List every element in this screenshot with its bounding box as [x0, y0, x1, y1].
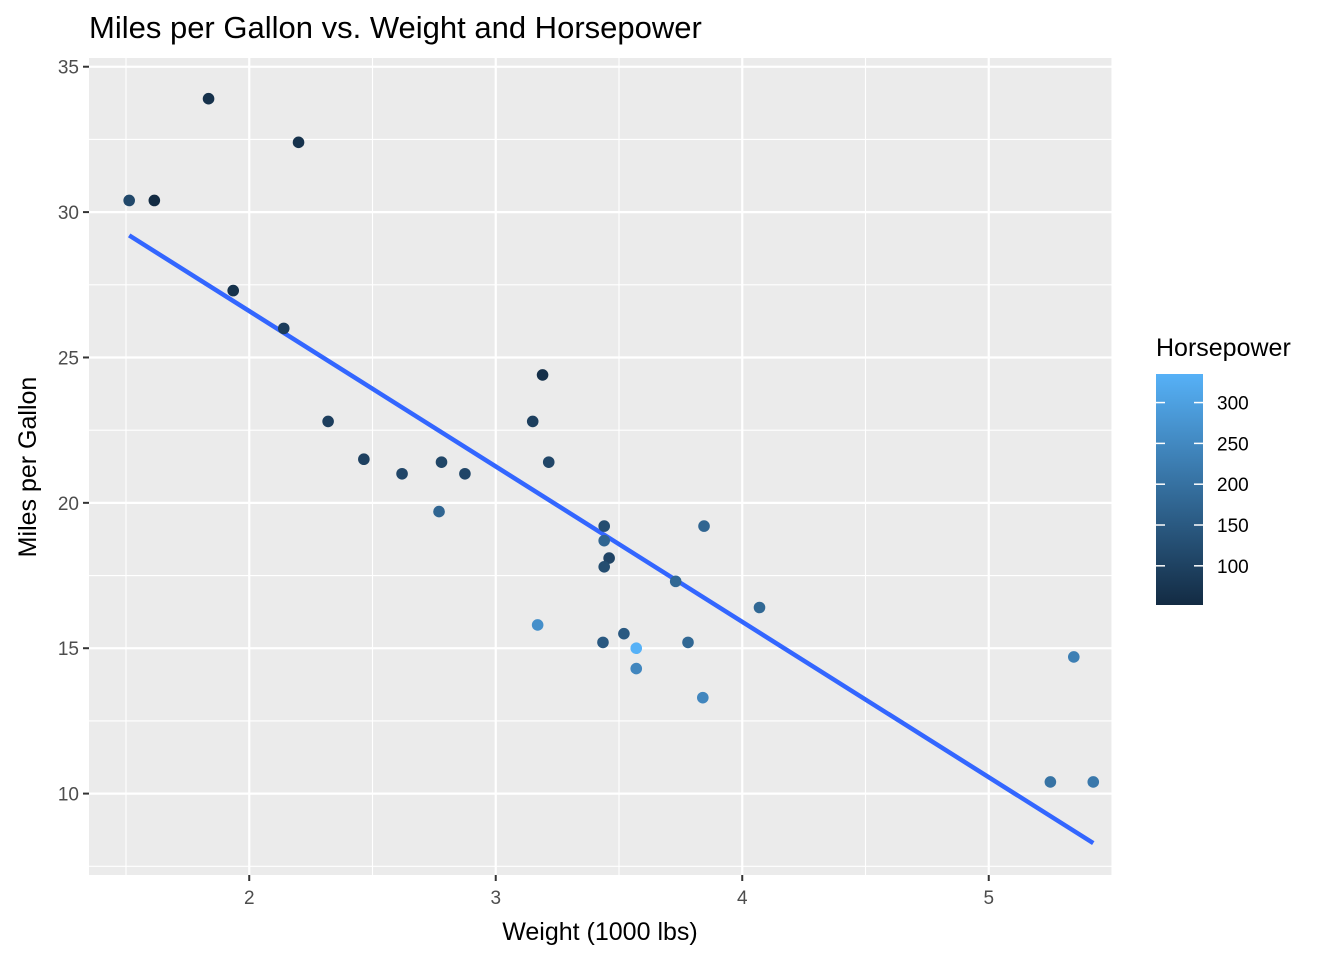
data-point: [1044, 776, 1057, 788]
data-point: [698, 520, 710, 532]
colorbar-label: 200: [1217, 475, 1249, 496]
y-tick-label: 10: [58, 785, 79, 806]
x-tick-label: 3: [490, 888, 501, 909]
data-point: [1087, 776, 1100, 788]
x-tick-label: 2: [244, 888, 255, 909]
data-point: [433, 505, 445, 518]
points-layer: [123, 92, 1100, 788]
chart-title: Miles per Gallon vs. Weight and Horsepow…: [89, 10, 702, 45]
data-point: [603, 552, 615, 564]
data-point: [1067, 651, 1080, 663]
data-point: [292, 136, 305, 149]
data-point: [358, 453, 370, 466]
data-point: [123, 194, 135, 207]
y-axis-title: Miles per Gallon: [14, 377, 42, 558]
colorbar-label: 150: [1217, 516, 1249, 537]
colorbar-label: 250: [1217, 434, 1249, 455]
data-point: [227, 284, 240, 297]
data-point: [682, 636, 694, 649]
y-tick-label: 15: [58, 639, 79, 660]
data-point: [202, 92, 215, 105]
data-point: [630, 642, 643, 655]
data-point: [597, 636, 609, 649]
data-point: [669, 575, 682, 588]
data-point: [630, 662, 643, 675]
minor-grid: [89, 58, 1113, 875]
data-point: [753, 601, 766, 614]
data-point: [435, 456, 448, 468]
trend-line: [127, 233, 1095, 846]
x-axis: 2 3 4 5: [244, 875, 994, 909]
colorbar-label: 100: [1217, 557, 1249, 578]
data-point: [598, 561, 610, 573]
x-tick-label: 5: [983, 888, 994, 909]
legend: Horsepower 100 150 200 250 300: [1156, 334, 1291, 605]
data-point: [277, 322, 290, 335]
data-point: [542, 456, 555, 468]
y-tick-label: 20: [58, 494, 79, 515]
data-point: [536, 369, 549, 381]
legend-title: Horsepower: [1156, 334, 1291, 362]
data-point: [396, 467, 408, 480]
data-point: [459, 467, 471, 480]
colorbar-ticks: 100 150 200 250 300: [1156, 394, 1249, 578]
data-point: [598, 534, 610, 547]
trend-layer: [127, 233, 1095, 846]
y-tick-label: 25: [58, 348, 79, 369]
data-point: [697, 691, 709, 704]
x-axis-title: Weight (1000 lbs): [502, 918, 697, 946]
data-point: [531, 619, 544, 631]
data-point: [148, 194, 161, 207]
y-axis: 10 15 20 25 30 35: [58, 58, 89, 806]
data-point: [322, 415, 334, 428]
data-point: [618, 627, 630, 640]
y-tick-label: 30: [58, 203, 79, 224]
plot-panel: [89, 58, 1112, 875]
x-tick-label: 4: [737, 888, 748, 909]
data-point: [526, 415, 539, 428]
colorbar-label: 300: [1217, 394, 1249, 415]
colorbar: [1156, 374, 1203, 605]
data-point: [598, 520, 610, 532]
y-tick-label: 35: [58, 58, 79, 79]
